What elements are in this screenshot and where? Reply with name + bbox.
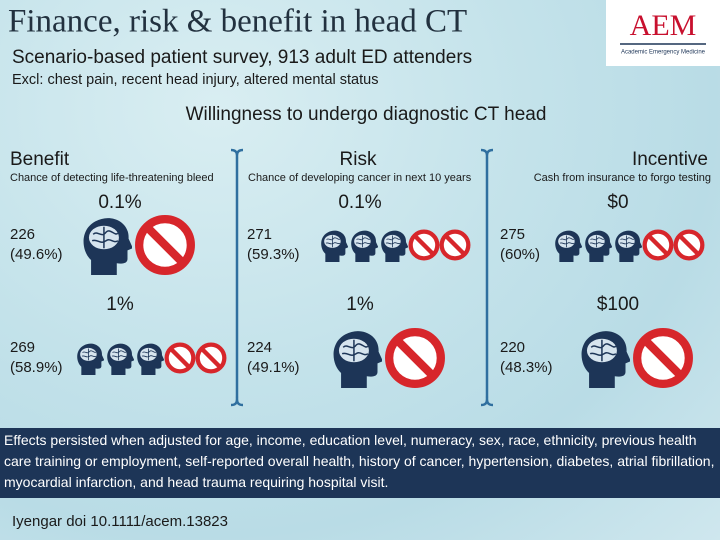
no-sign-icon [167,345,194,372]
head-icon [380,230,408,262]
section-heading: Willingness to undergo diagnostic CT hea… [186,104,547,125]
scenario-level: 0.1% [338,192,381,213]
logo-box [606,0,720,66]
head-icon [332,330,382,388]
scenario-level: 0.1% [98,192,141,213]
head-icon [106,343,134,375]
scenario-level: $0 [607,192,628,213]
no-sign-icon [411,232,438,259]
panel-title: Benefit [10,149,70,170]
panel-description: Cash from insurance to forgo testing [534,172,711,184]
scenario-count: 224 [247,339,272,356]
subtitle: Scenario-based patient survey, 913 adult… [12,47,472,68]
head-icon [82,217,132,275]
head-icon [320,230,348,262]
no-sign-icon [198,345,225,372]
head-icon [580,330,630,388]
divider [230,148,244,407]
scenario-level: $100 [597,294,639,315]
scenario-count: 275 [500,226,525,243]
no-sign-icon [389,332,441,384]
panel-description: Chance of developing cancer in next 10 y… [248,172,472,184]
no-sign-icon [637,332,689,384]
head-icon [350,230,378,262]
scenario-level: 1% [106,294,134,315]
scenario-level: 1% [346,294,374,315]
scenario-count: 220 [500,339,525,356]
divider [480,148,494,407]
scenario-percent: (48.3%) [500,359,553,376]
scenario-percent: (59.3%) [247,246,300,263]
title: Finance, risk & benefit in head CT [8,4,467,40]
scenario-percent: (60%) [500,246,540,263]
head-icon [584,230,612,262]
panel-title: Incentive [632,149,708,170]
scenario-percent: (49.6%) [10,246,63,263]
no-sign-icon [676,232,703,259]
no-sign-icon [645,232,672,259]
head-icon [76,343,104,375]
scenario-percent: (58.9%) [10,359,63,376]
head-icon [136,343,164,375]
logo-name: Academic Emergency Medicine [621,50,706,56]
citation: Iyengar doi 10.1111/acem.13823 [12,513,228,530]
no-sign-icon [139,219,191,271]
head-icon [614,230,642,262]
no-sign-icon [442,232,469,259]
scenario-count: 226 [10,226,35,243]
note: Effects persisted when adjusted for age,… [0,428,720,498]
logo-acronym: AEM [630,9,697,42]
scenario-count: 269 [10,339,35,356]
head-icon [554,230,582,262]
scenario-percent: (49.1%) [247,359,300,376]
panel-title: Risk [340,149,377,170]
exclusions: Excl: chest pain, recent head injury, al… [12,72,378,88]
scenario-count: 271 [247,226,272,243]
panel-description: Chance of detecting life-threatening ble… [10,172,214,184]
